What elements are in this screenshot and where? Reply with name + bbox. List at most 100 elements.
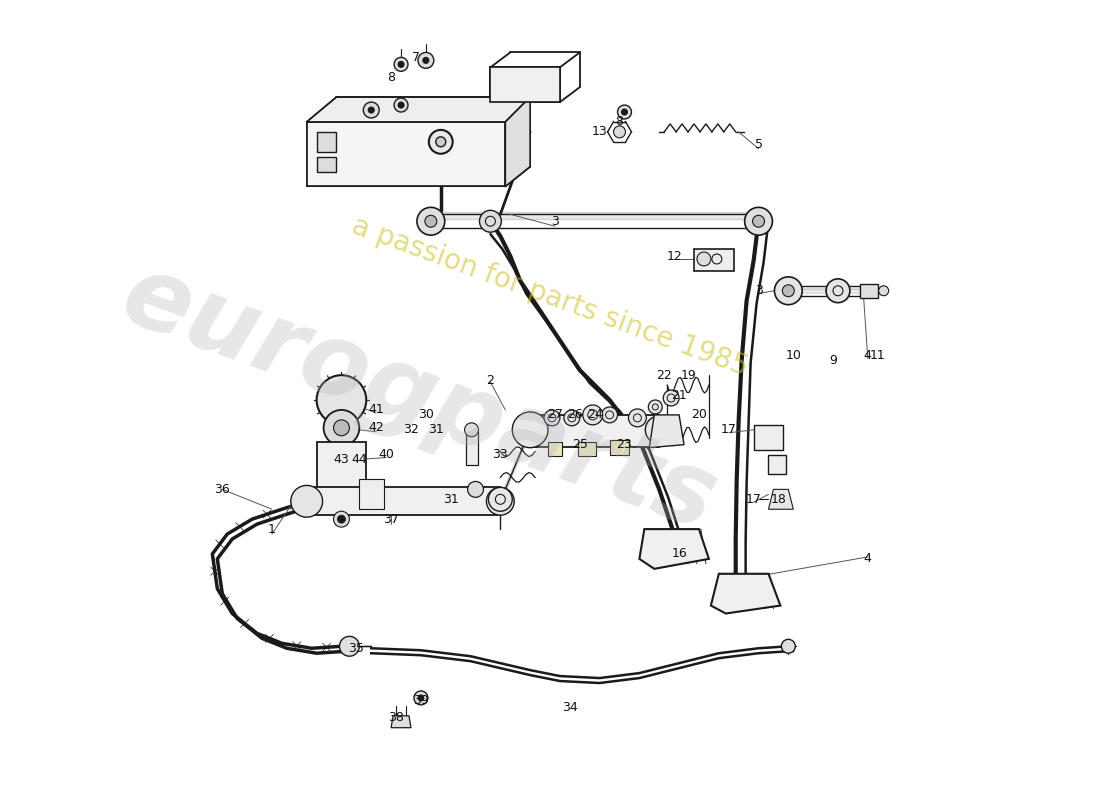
- Circle shape: [394, 98, 408, 112]
- Polygon shape: [649, 415, 684, 448]
- Text: 35: 35: [349, 642, 364, 654]
- Circle shape: [429, 130, 453, 154]
- Circle shape: [414, 691, 428, 705]
- Text: 26: 26: [566, 408, 583, 422]
- Text: 42: 42: [368, 422, 384, 434]
- Text: 1: 1: [268, 522, 276, 535]
- Polygon shape: [392, 716, 411, 728]
- Circle shape: [614, 126, 626, 138]
- Text: 11: 11: [870, 349, 886, 362]
- Circle shape: [363, 102, 379, 118]
- Circle shape: [617, 105, 631, 119]
- Bar: [317, 132, 337, 152]
- Circle shape: [323, 410, 360, 446]
- Text: 30: 30: [418, 408, 433, 422]
- Text: 2: 2: [486, 374, 494, 386]
- Text: 40: 40: [378, 448, 394, 461]
- Bar: [769, 454, 786, 474]
- Circle shape: [422, 58, 429, 63]
- Circle shape: [488, 487, 513, 511]
- Polygon shape: [307, 122, 505, 186]
- Circle shape: [317, 375, 366, 425]
- Circle shape: [368, 107, 374, 113]
- Circle shape: [774, 277, 802, 305]
- Bar: [609, 440, 629, 454]
- Text: 9: 9: [829, 354, 837, 366]
- Circle shape: [340, 636, 360, 656]
- Circle shape: [333, 511, 350, 527]
- Text: 17: 17: [746, 493, 761, 506]
- Circle shape: [663, 390, 679, 406]
- Text: 27: 27: [547, 408, 563, 422]
- Text: 21: 21: [671, 389, 688, 402]
- Circle shape: [602, 407, 617, 423]
- Text: 3: 3: [551, 214, 559, 228]
- Polygon shape: [711, 574, 780, 614]
- Text: 10: 10: [785, 349, 801, 362]
- Bar: [754, 425, 783, 450]
- Circle shape: [782, 285, 794, 297]
- Text: 16: 16: [671, 547, 688, 561]
- Circle shape: [564, 410, 580, 426]
- Text: 7: 7: [411, 51, 420, 64]
- Circle shape: [486, 487, 515, 515]
- Bar: [578, 442, 596, 456]
- Circle shape: [290, 486, 322, 517]
- Text: 20: 20: [691, 408, 707, 422]
- Polygon shape: [307, 97, 530, 122]
- Circle shape: [826, 279, 850, 302]
- Text: 38: 38: [388, 711, 404, 724]
- Text: 12: 12: [667, 250, 682, 262]
- Bar: [694, 249, 734, 271]
- Text: eurogparts: eurogparts: [109, 248, 729, 552]
- Text: 34: 34: [562, 702, 578, 714]
- Text: 25: 25: [572, 438, 587, 451]
- Circle shape: [398, 102, 404, 108]
- Text: 18: 18: [770, 493, 786, 506]
- Polygon shape: [491, 67, 560, 102]
- Circle shape: [464, 423, 478, 437]
- Circle shape: [879, 286, 889, 296]
- Circle shape: [480, 210, 502, 232]
- Bar: [307, 487, 500, 515]
- Text: 8: 8: [387, 70, 395, 84]
- Circle shape: [752, 215, 764, 227]
- Text: 33: 33: [493, 448, 508, 461]
- Circle shape: [436, 137, 446, 146]
- Text: 37: 37: [383, 513, 399, 526]
- Circle shape: [583, 405, 603, 425]
- Circle shape: [333, 420, 350, 436]
- Bar: [860, 284, 878, 298]
- Polygon shape: [505, 97, 530, 186]
- Circle shape: [513, 412, 548, 448]
- Text: a passion for parts since 1985: a passion for parts since 1985: [348, 212, 752, 382]
- Circle shape: [418, 695, 424, 701]
- Text: 32: 32: [403, 423, 419, 436]
- Circle shape: [417, 207, 444, 235]
- Text: 8: 8: [616, 115, 624, 129]
- Text: 19: 19: [681, 369, 697, 382]
- Circle shape: [781, 639, 795, 654]
- Text: 39: 39: [412, 694, 429, 707]
- Circle shape: [745, 207, 772, 235]
- Bar: [548, 442, 562, 456]
- Circle shape: [418, 53, 433, 68]
- Text: 31: 31: [428, 423, 443, 436]
- Circle shape: [425, 215, 437, 227]
- Circle shape: [646, 416, 673, 444]
- Circle shape: [628, 409, 647, 427]
- Text: 22: 22: [657, 369, 672, 382]
- Text: 31: 31: [443, 493, 459, 506]
- Circle shape: [621, 109, 627, 115]
- Text: 24: 24: [586, 408, 603, 422]
- Circle shape: [468, 482, 484, 498]
- Bar: [360, 479, 384, 510]
- Bar: [465, 430, 477, 465]
- Circle shape: [648, 400, 662, 414]
- Text: 3: 3: [755, 284, 762, 298]
- Text: 36: 36: [214, 483, 230, 496]
- Circle shape: [338, 515, 345, 523]
- Bar: [530, 415, 659, 446]
- Polygon shape: [639, 529, 708, 569]
- Text: 5: 5: [755, 138, 762, 151]
